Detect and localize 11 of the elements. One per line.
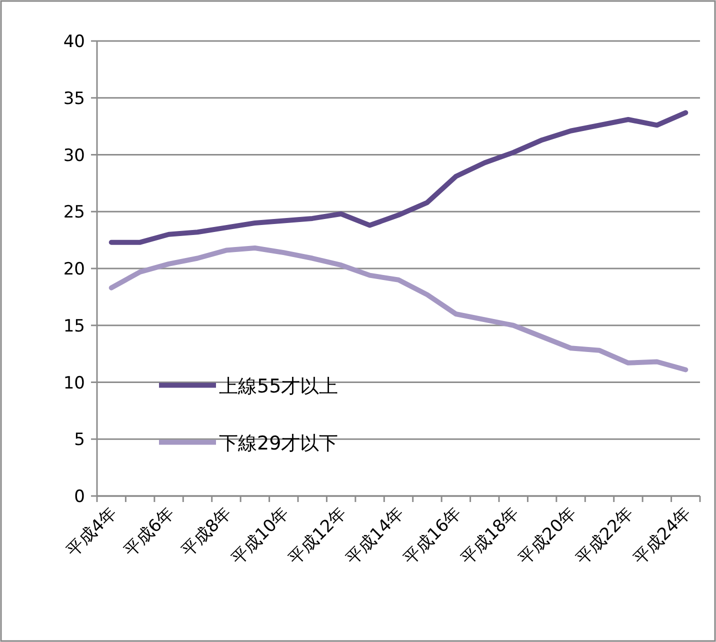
y-tick-label: 20 xyxy=(63,260,85,280)
x-tick-label: 平成6年 xyxy=(120,503,178,562)
y-tick-label: 10 xyxy=(63,373,85,394)
legend-label: 下線29才以下 xyxy=(219,432,338,454)
y-tick-label: 5 xyxy=(74,430,85,450)
y-tick-label: 15 xyxy=(63,316,85,336)
y-tick-label: 40 xyxy=(63,32,85,52)
y-tick-label: 25 xyxy=(63,202,85,223)
y-tick-label: 30 xyxy=(63,146,85,166)
legend-label: 上線55才以上 xyxy=(219,375,338,398)
y-tick-label: 35 xyxy=(63,88,85,109)
